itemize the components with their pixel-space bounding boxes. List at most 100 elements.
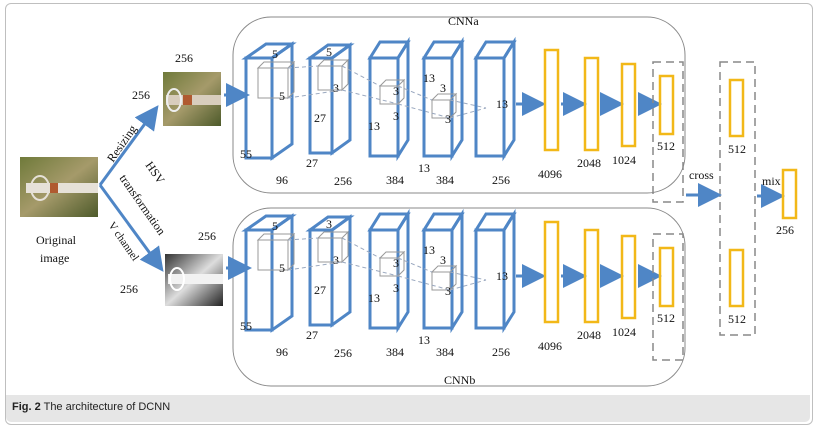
caption-bar (6, 395, 810, 422)
conv4-width-label: 13 (418, 333, 430, 347)
conv4-width-label: 13 (418, 161, 430, 175)
conv2-width-label: 27 (306, 328, 318, 342)
hsv-label-1: HSV (143, 159, 168, 187)
resizing-label: Resizing (104, 122, 140, 164)
conv4-kernel-label-3: 3 (445, 284, 451, 298)
mix-label: mix (762, 174, 781, 188)
conv4-box-front (422, 56, 454, 158)
conv1-kernel (257, 67, 289, 99)
v-channel-image (165, 254, 223, 306)
conv5-height-label: 13 (496, 269, 508, 283)
cross-fc-bottom-label: 512 (728, 312, 746, 326)
conv1-width-label: 55 (240, 319, 252, 333)
conv2-kernel (317, 65, 343, 91)
conv4-kernel-label: 13 (423, 71, 435, 85)
projection-line-1 (287, 89, 343, 99)
fc3-label: 1024 (612, 325, 636, 339)
cnn-a-title: CNNa (448, 14, 479, 28)
conv2-kernel-label: 5 (326, 45, 332, 59)
conv1-box-front (244, 228, 274, 332)
image-label: image (40, 251, 69, 265)
conv2-kernel-label-2: 3 (333, 253, 339, 267)
conv5-box-front (474, 228, 506, 330)
conv1-box-front (244, 56, 274, 160)
cnn-b-title: CNNb (444, 373, 475, 387)
conv4-kernel-label: 13 (423, 243, 435, 257)
conv3-box-front (368, 56, 400, 158)
cross-label: cross (689, 168, 714, 182)
arrow-resize (98, 105, 159, 186)
hsv-label-3: V channel (106, 220, 141, 264)
projection-line-2 (341, 65, 381, 87)
conv2-kernel-label-2: 3 (333, 81, 339, 95)
projection-line-4 (397, 85, 433, 101)
conv3-width-label: 13 (368, 119, 380, 133)
conv2-kernel (317, 237, 343, 263)
conv2-height-label: 27 (314, 283, 326, 297)
conv3-kernel (379, 85, 399, 105)
conv3-depth-label: 384 (386, 173, 404, 187)
conv1-box-top (241, 214, 297, 232)
conv1-kernel-label: 5 (272, 47, 278, 61)
conv1-width-label: 55 (240, 147, 252, 161)
projection-line-4 (397, 257, 433, 273)
caption-text: The architecture of DCNN (43, 401, 171, 413)
conv2-kernel-label: 3 (326, 217, 332, 231)
original-label: Original (36, 233, 77, 247)
fc3-layer (620, 62, 637, 148)
conv2-box-front (308, 228, 334, 327)
conv5-depth-label: 256 (492, 173, 510, 187)
conv5-depth-label: 256 (492, 345, 510, 359)
conv1-kernel-depth (256, 60, 296, 100)
figure-caption: Fig. 2 The architecture of DCNN (12, 401, 170, 413)
conv4-kernel (431, 99, 451, 119)
conv2-width-label: 27 (306, 156, 318, 170)
cross-fc-top (728, 78, 745, 138)
conv1-kernel-label: 5 (272, 219, 278, 233)
conv2-height-label: 27 (314, 111, 326, 125)
arrow-hsv (98, 184, 164, 272)
fc4-dashed-box (652, 61, 684, 203)
cross-dashed-box (719, 61, 756, 336)
projection-line-2 (341, 237, 381, 259)
conv3-kernel-label: 3 (393, 84, 399, 98)
projection-line-7 (449, 107, 487, 119)
projection-line-7 (449, 279, 487, 291)
cross-fc-bottom (728, 248, 745, 308)
fc4-layer (658, 246, 675, 308)
fc4-layer (658, 74, 675, 136)
fc4-label: 512 (657, 139, 675, 153)
fc3-layer (620, 234, 637, 320)
conv1-depth-label: 96 (276, 173, 288, 187)
fc1-label: 4096 (538, 167, 562, 181)
conv1-box-top (241, 42, 297, 60)
projection-line-0 (287, 237, 319, 241)
fc2-layer (583, 56, 600, 152)
caption-fig-label: Fig. 2 (12, 401, 41, 413)
conv5-box-front (474, 56, 506, 158)
conv3-kernel-label-2: 3 (393, 109, 399, 123)
conv3-kernel (379, 257, 399, 277)
resized-size-top: 256 (175, 51, 193, 65)
conv3-kernel-label: 3 (393, 256, 399, 270)
fc1-layer (543, 220, 560, 324)
cross-fc-top-label: 512 (728, 142, 746, 156)
conv3-depth-label: 384 (386, 345, 404, 359)
projection-line-5 (397, 275, 451, 291)
resized-image (163, 72, 221, 126)
cnn-b-container (232, 207, 686, 387)
conv3-kernel-label-2: 3 (393, 281, 399, 295)
resized-size-left: 256 (132, 88, 150, 102)
conv4-kernel-label-2: 3 (440, 81, 446, 95)
conv1-kernel-label-2: 5 (279, 261, 285, 275)
conv4-kernel (431, 271, 451, 291)
mix-fc (781, 168, 798, 220)
conv4-kernel-label-2: 3 (440, 253, 446, 267)
conv5-height-label: 13 (496, 97, 508, 111)
conv3-width-label: 13 (368, 291, 380, 305)
projection-line-0 (287, 65, 319, 69)
fc4-dashed-box (652, 233, 684, 361)
conv1-kernel-label-2: 5 (279, 89, 285, 103)
